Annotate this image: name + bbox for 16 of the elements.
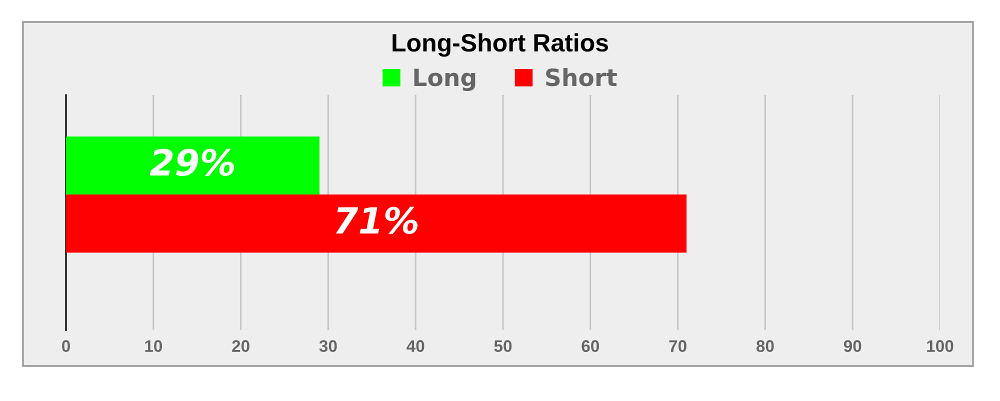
- data-label: 71%: [336, 206, 418, 234]
- chart-title: Long-Short Ratios: [392, 33, 608, 57]
- x-tick-label: 80: [756, 340, 774, 352]
- legend-label: Long: [414, 68, 476, 92]
- x-tick-label: 60: [582, 340, 599, 352]
- x-tick-label: 0: [62, 340, 70, 352]
- x-tick-label: 30: [319, 340, 337, 352]
- x-tick-label: 20: [232, 340, 250, 352]
- x-tick-label: 90: [844, 340, 862, 352]
- x-tick-label: 100: [927, 340, 954, 352]
- legend-label: Short: [546, 68, 617, 86]
- x-tick-label: 70: [669, 340, 686, 352]
- x-tick-label: 10: [145, 340, 162, 352]
- x-tick-label: 50: [494, 340, 512, 352]
- x-tick-label: 40: [406, 340, 424, 352]
- data-label: 29%: [150, 148, 234, 176]
